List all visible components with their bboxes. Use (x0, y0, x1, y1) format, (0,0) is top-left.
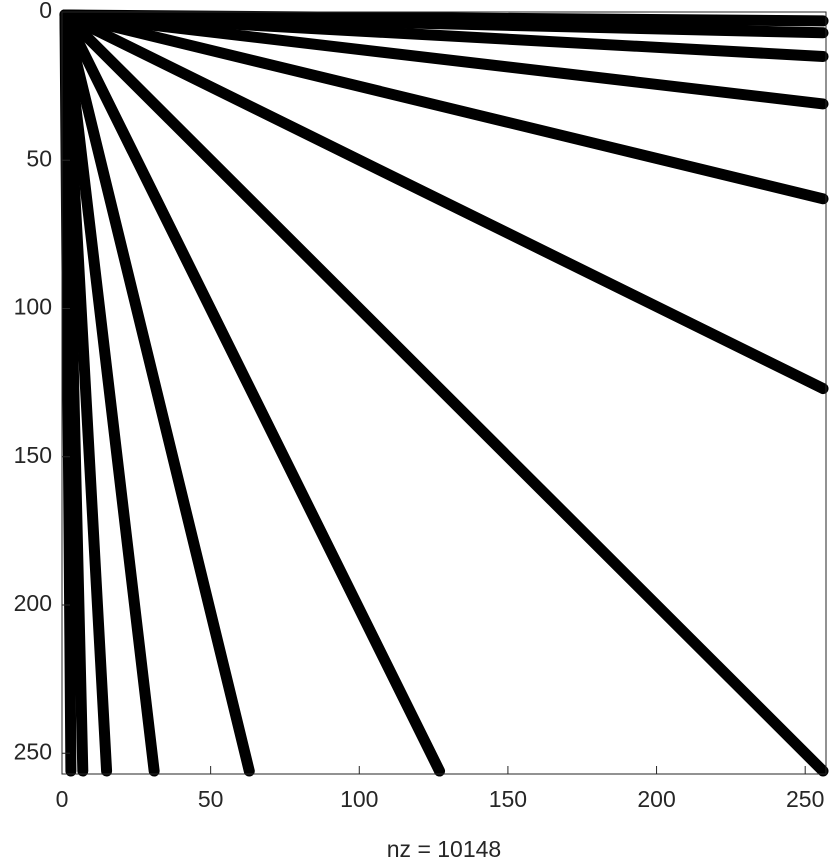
x-tick-label: 50 (198, 786, 224, 812)
y-tick-label: 200 (14, 590, 52, 616)
nonzero-band (59, 9, 829, 205)
y-tick-label: 100 (14, 294, 52, 320)
nonzero-band (59, 9, 113, 777)
y-tick-label: 150 (14, 442, 52, 468)
x-tick-label: 150 (489, 786, 527, 812)
nonzero-band (59, 9, 829, 62)
x-tick-label: 100 (340, 786, 378, 812)
y-tick-label: 50 (26, 145, 52, 171)
axes-box (61, 11, 827, 775)
x-tick-label: 250 (786, 786, 824, 812)
y-tick-label: 0 (39, 0, 52, 23)
y-tick-label: 250 (14, 738, 52, 764)
nonzero-band (59, 9, 160, 777)
x-tick-label: 0 (56, 786, 69, 812)
x-tick-label: 200 (637, 786, 675, 812)
nonzero-band (59, 9, 829, 110)
nonzero-band (59, 9, 829, 777)
nonzero-band (59, 9, 255, 777)
nonzero-band (59, 9, 446, 777)
x-axis-label: nz = 10148 (387, 836, 501, 862)
nonzero-band (59, 9, 829, 395)
